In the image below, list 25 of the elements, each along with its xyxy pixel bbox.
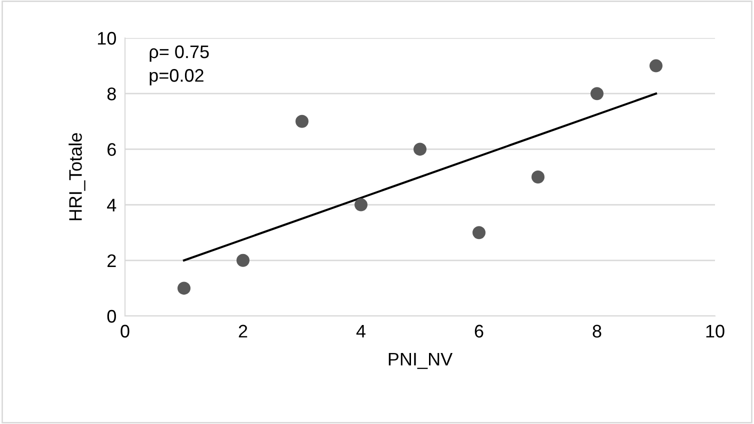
annotation: p=0.02: [150, 69, 204, 86]
point: [177, 282, 191, 295]
point: [236, 254, 250, 267]
y-axis-title: HRI_Totale: [68, 133, 86, 220]
y-tick-label: 2: [108, 254, 116, 267]
y-tick-label: 6: [108, 143, 116, 156]
point: [472, 226, 486, 240]
point: [413, 142, 427, 156]
annotation: ρ= 0.75: [150, 45, 209, 62]
y-tick-label: 10: [98, 32, 116, 45]
x-tick-label: 4: [356, 324, 366, 338]
x-tick-label: 10: [706, 324, 724, 338]
y-tick-label: 0: [107, 310, 116, 323]
point: [531, 170, 545, 184]
y-tick-label: 8: [107, 88, 116, 100]
x-tick-label: 6: [474, 324, 484, 338]
x-tick-label: 2: [238, 324, 248, 338]
x-tick-label: 8: [592, 324, 602, 338]
y-tick-label: 4: [107, 198, 116, 212]
point: [295, 114, 309, 128]
point: [649, 59, 663, 72]
x-axis-title: PNI_NV: [388, 352, 453, 369]
point: [354, 198, 368, 212]
x-tick-label: 0: [120, 324, 130, 338]
point: [590, 87, 604, 100]
